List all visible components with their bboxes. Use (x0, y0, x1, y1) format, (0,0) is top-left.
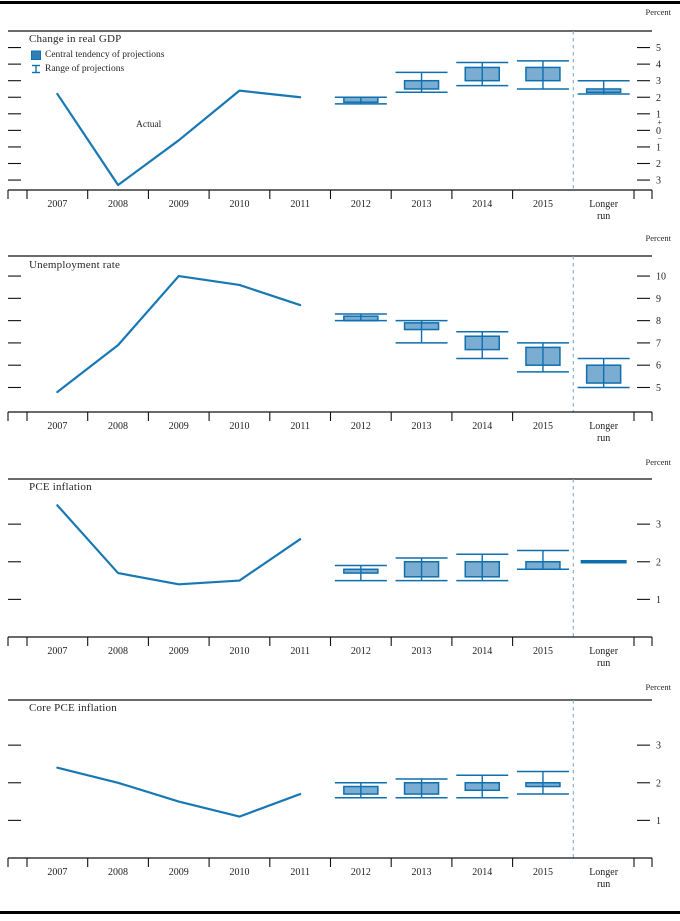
y-tick-label: 2 (656, 93, 661, 104)
chart-panel-3: 3 2 1 2007 2008 2009 2010 2011 2012 2013 2014 2015 L… (7, 699, 661, 890)
negative-sign-label: − (658, 135, 663, 144)
legend-item-central-tendency: Central tendency of projections (31, 49, 165, 60)
unit-label-gdp: Percent (645, 7, 672, 17)
central-tendency-swatch-icon (31, 50, 41, 60)
y-tick-label: 3 (656, 76, 661, 87)
actual-line-label: Actual (136, 120, 162, 130)
x-category-label: 2007 (47, 646, 67, 657)
x-category-label: 2011 (290, 867, 310, 878)
y-tick-label: 0 (656, 126, 661, 137)
actual-line (56, 504, 302, 586)
y-tick-label: 5 (656, 383, 661, 394)
top-rule (0, 1, 680, 4)
x-category-label: 2012 (351, 199, 371, 210)
actual-line (56, 766, 302, 818)
y-tick-label: 10 (656, 272, 666, 283)
x-category-label: 2014 (472, 867, 492, 878)
chart-panel-2: 3 2 1 2007 2008 2009 2010 2011 2012 2013 2014 2015 L… (7, 478, 661, 669)
x-category-label: 2007 (47, 199, 67, 210)
x-category-label: 2009 (169, 646, 189, 657)
unit-label-pce: Percent (645, 457, 672, 467)
chart-panel-1: 10 9 8 7 6 5 2007 2008 2009 2010 2011 2012 2013 2014 2… (7, 255, 666, 444)
panel-title-unemployment: Unemployment rate (29, 259, 121, 271)
x-category-label: 2015 (533, 199, 553, 210)
x-category-label: 2014 (472, 421, 492, 432)
y-tick-label: 2 (656, 159, 661, 170)
panel-title-core-pce: Core PCE inflation (29, 702, 117, 714)
x-category-label: 2008 (108, 867, 128, 878)
legend-item-range: Range of projections (31, 63, 124, 74)
y-tick-label: 1 (656, 816, 661, 827)
x-category-label: Longer run (589, 867, 619, 890)
x-category-label: 2009 (169, 421, 189, 432)
y-tick-label: 9 (656, 294, 661, 305)
y-tick-label: 1 (656, 109, 661, 120)
x-category-label: 2013 (412, 867, 432, 878)
x-category-label: 2013 (412, 199, 432, 210)
x-category-label: 2014 (472, 199, 492, 210)
x-category-label: 2015 (533, 646, 553, 657)
x-category-label: 2015 (533, 867, 553, 878)
x-category-label: 2010 (229, 867, 249, 878)
x-category-label: 2011 (290, 646, 310, 657)
x-category-label: 2012 (351, 646, 371, 657)
y-tick-label: 6 (656, 361, 661, 372)
unit-label-unemployment: Percent (645, 233, 672, 243)
y-tick-label: 7 (656, 338, 661, 349)
legend-range-label: Range of projections (45, 63, 125, 74)
y-tick-label: 2 (656, 778, 661, 789)
y-tick-label: 3 (656, 520, 661, 531)
x-category-label: 2010 (229, 199, 249, 210)
legend-central-tendency-label: Central tendency of projections (45, 49, 165, 60)
y-tick-label: 1 (656, 595, 661, 606)
panel-title-gdp: Change in real GDP (29, 33, 122, 45)
x-category-label: 2009 (169, 199, 189, 210)
x-category-label: Longer run (589, 421, 619, 444)
x-category-label: 2010 (229, 421, 249, 432)
x-category-label: 2008 (108, 199, 128, 210)
x-category-label: 2008 (108, 421, 128, 432)
y-tick-label: 1 (656, 142, 661, 153)
chart-panel-0: 5 4 3 2 1 0 1 2 3 + − 2007 2008 2009 2010 2011 2012 2013 2… (7, 30, 663, 222)
x-category-label: 2010 (229, 646, 249, 657)
y-tick-label: 3 (656, 741, 661, 752)
x-category-label: Longer run (589, 646, 619, 669)
x-category-label: 2011 (290, 199, 310, 210)
y-tick-label: 2 (656, 557, 661, 568)
x-category-label: 2014 (472, 646, 492, 657)
panel-title-pce: PCE inflation (29, 481, 92, 493)
x-category-label: 2007 (47, 867, 67, 878)
x-category-label: 2013 (412, 421, 432, 432)
y-tick-label: 5 (656, 43, 661, 54)
x-category-label: 2008 (108, 646, 128, 657)
x-category-label: 2012 (351, 867, 371, 878)
range-i-beam-icon (32, 64, 40, 73)
x-category-label: 2012 (351, 421, 371, 432)
actual-line (56, 89, 302, 187)
actual-line (56, 274, 302, 394)
x-category-label: 2011 (290, 421, 310, 432)
x-category-label: 2013 (412, 646, 432, 657)
bottom-rule (0, 911, 680, 914)
y-tick-label: 8 (656, 316, 661, 327)
unit-label-core-pce: Percent (645, 682, 672, 692)
x-category-label: 2015 (533, 421, 553, 432)
y-tick-label: 3 (656, 176, 661, 187)
x-category-label: 2007 (47, 421, 67, 432)
x-category-label: 2009 (169, 867, 189, 878)
y-tick-label: 4 (656, 60, 661, 71)
x-category-label: Longer run (589, 199, 619, 222)
positive-sign-label: + (658, 118, 663, 127)
